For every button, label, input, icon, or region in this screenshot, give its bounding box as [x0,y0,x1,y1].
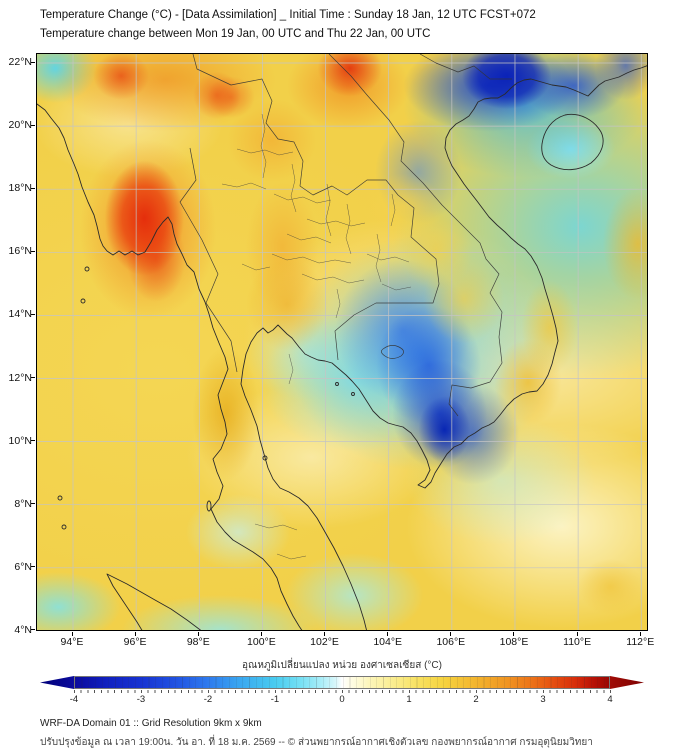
y-axis-tick [31,629,35,631]
x-axis-tick-label: 94°E [60,636,84,648]
y-axis-tick [31,377,35,378]
colorbar-tick-label: 0 [339,694,345,705]
coast-gulf-vietnam-china [240,65,647,630]
border-vietnam-laos-cambodia [328,54,503,417]
map-title-line1: Temperature Change (°C) - [Data Assimila… [40,9,536,21]
island-dot [351,392,355,396]
y-axis-tick [31,313,35,315]
x-axis-tick [260,632,262,636]
colorbar-tick-label: -4 [69,694,79,705]
y-axis-tick-label: 6°N [14,560,32,573]
y-axis-tick [31,566,35,568]
island-samui [262,455,268,461]
coast-myanmar-peninsula [37,103,303,630]
y-axis-tick-label: 8°N [14,497,32,510]
x-axis-tick [576,632,578,636]
province-border-paths [221,113,412,560]
x-axis-tick [450,632,452,636]
x-axis-tick-label: 102°E [310,636,339,648]
coastlines-borders-overlay [37,54,647,630]
temperature-field [37,54,647,630]
y-axis-tick [31,503,35,505]
colorbar-gradient [74,676,610,689]
island-dot [57,495,63,501]
y-axis-tick-label: 12°N [8,371,32,384]
x-axis-tick-label: 108°E [499,636,529,648]
y-axis-tick [31,440,35,442]
x-axis-tick [197,632,199,636]
island-dot [84,266,90,272]
border-china-vietnam [419,54,512,80]
footer-model-info: WRF-DA Domain 01 :: Grid Resolution 9km … [40,718,262,729]
colorbar-tick-label: 2 [473,694,479,705]
x-axis-tick [134,632,136,636]
border-north-mekong-lao-thai [192,54,440,361]
island-phuket [206,500,212,512]
y-axis-tick [31,124,35,126]
x-axis-tick [324,632,326,636]
y-axis-tick [31,187,35,189]
y-axis-tick-label: 22°N [8,56,32,68]
x-axis-tick [387,632,389,636]
colorbar-tick-label: 1 [406,694,412,705]
y-axis-tick [31,61,35,63]
colorbar-label: อุณหภูมิเปลี่ยนแปลง หน่วย องศาเซลเซียส (… [242,660,442,671]
colorbar-tick-label: 4 [607,694,613,705]
island-dot [61,524,67,530]
colorbar-minor-ticks [74,690,611,693]
colorbar-tick-label: -3 [136,694,146,705]
y-axis-tick [31,250,35,252]
country-border-paths [179,54,512,417]
x-axis-tick-label: 96°E [123,636,147,648]
colorbar-right-arrow [610,676,644,689]
colorbar-tick-label: -1 [270,694,280,705]
island-dot [80,298,86,304]
footer-update-info: ปรับปรุงข้อมูล ณ เวลา 19:00น. วัน อา. ที… [40,737,593,748]
y-axis-tick-label: 4°N [14,623,32,636]
x-axis-tick [71,632,73,636]
y-axis-tick-label: 10°N [8,434,32,447]
x-axis-tick-label: 110°E [563,636,592,648]
y-axis-tick-label: 16°N [8,245,32,258]
colorbar-tick-label: -2 [203,694,213,705]
graticule-gridlines [37,54,647,630]
x-axis-tick [513,632,515,636]
x-axis-tick-label: 112°E [626,636,655,648]
x-axis-tick-label: 98°E [186,636,210,648]
x-axis-tick-label: 100°E [247,636,276,648]
colorbar-tick-label: 3 [540,694,546,705]
colorbar [40,676,644,689]
island-dot [335,382,339,386]
colorbar-left-arrow [40,676,74,689]
map-plot-area [36,53,648,631]
y-axis-tick-label: 20°N [8,119,32,132]
coast-hainan-island [541,113,604,171]
map-title-line2: Temperature change between Mon 19 Jan, 0… [40,28,431,40]
y-axis-tick-label: 14°N [8,308,32,321]
x-axis-tick [639,632,641,636]
x-axis-tick-label: 104°E [373,636,403,648]
coast-sumatra [106,573,202,630]
border-myanmar-thailand [179,147,238,373]
lake-tonle-sap [381,345,404,359]
y-axis-tick-label: 18°N [8,182,32,195]
coastline-paths [37,65,647,630]
x-axis-tick-label: 106°E [436,636,466,648]
